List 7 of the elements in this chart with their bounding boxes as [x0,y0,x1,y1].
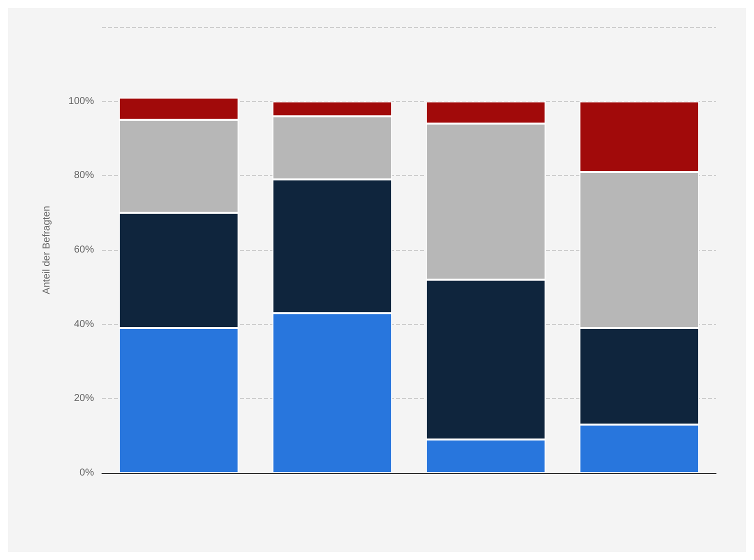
y-axis-title: Anteil der Befragten [42,206,52,294]
y-tick-label: 40% [74,318,94,330]
y-tick-label: 60% [74,244,94,256]
y-tick-label: 80% [74,170,94,182]
y-tick-label: 100% [68,96,94,107]
y-tick-label: 0% [80,468,94,478]
y-tick-label: 20% [74,393,94,404]
